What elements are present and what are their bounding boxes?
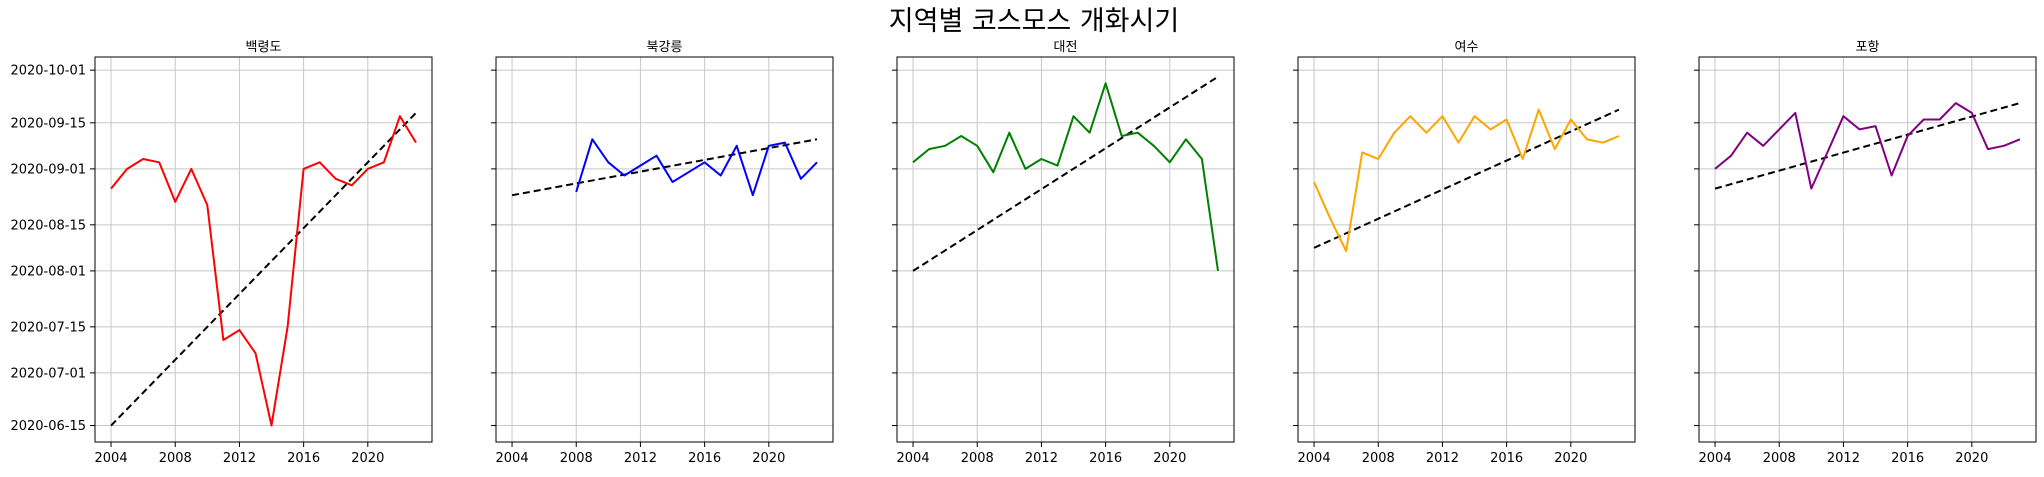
plot-frame	[1297, 56, 1636, 443]
trend-line	[912, 75, 1219, 272]
subplot-1: 2004 2008 2012 2016 2020 2020-06-15 2020-07-01…	[10, 40, 433, 466]
subplot-3: 2004 2008 2012 2016 2020 대전	[892, 40, 1235, 466]
series-line	[110, 115, 417, 427]
subplot-4: 2004 2008 2012 2016 2020 여수	[1293, 40, 1636, 466]
trend-line	[1313, 108, 1620, 249]
x-tick-label: 2008	[1362, 451, 1395, 466]
y-tick-label: 2020-06-15	[10, 419, 86, 434]
x-tick-label: 2012	[1827, 451, 1860, 466]
y-tick-label: 2020-09-15	[10, 116, 86, 131]
x-tick-label: 2008	[1763, 451, 1796, 466]
series-line	[575, 138, 818, 197]
y-tick-label: 2020-08-15	[10, 218, 86, 233]
plot-frame	[896, 56, 1235, 443]
x-tick-label: 2016	[1490, 451, 1523, 466]
x-tick-label: 2016	[688, 451, 721, 466]
subplot-title: 여수	[1455, 40, 1479, 55]
x-tick-label: 2016	[287, 451, 320, 466]
series-line	[1714, 102, 2021, 190]
x-tick-label: 2004	[496, 451, 529, 466]
trend-line	[110, 112, 417, 427]
plot-frame	[495, 56, 834, 443]
x-tick-label: 2008	[560, 451, 593, 466]
x-tick-label: 2004	[95, 451, 128, 466]
chart-title: 지역별 코스모스 개화시기	[889, 6, 1179, 37]
x-tick-label: 2016	[1891, 451, 1924, 466]
x-tick-label: 2020	[1153, 451, 1186, 466]
y-tick-label: 2020-07-15	[10, 320, 86, 335]
y-tick-label: 2020-09-01	[10, 162, 86, 177]
x-tick-label: 2004	[1699, 451, 1732, 466]
subplot-title: 북강릉	[647, 40, 683, 55]
y-tick-label: 2020-07-01	[10, 366, 86, 381]
subplot-title: 대전	[1054, 40, 1078, 55]
subplot-title: 포항	[1856, 40, 1880, 55]
subplot-5: 2004 2008 2012 2016 2020 포항	[1694, 40, 2037, 466]
x-tick-label: 2004	[1298, 451, 1331, 466]
x-tick-label: 2008	[961, 451, 994, 466]
x-tick-label: 2020	[752, 451, 785, 466]
subplot-title: 백령도	[246, 40, 282, 55]
chart-panels: 2004 2008 2012 2016 2020 2020-06-15 2020-07-01…	[10, 40, 2037, 466]
x-tick-label: 2008	[159, 451, 192, 466]
x-tick-label: 2012	[1426, 451, 1459, 466]
y-tick-label: 2020-10-01	[10, 64, 86, 79]
plot-frame	[1698, 56, 2037, 443]
y-tick-label: 2020-08-01	[10, 264, 86, 279]
x-tick-label: 2004	[897, 451, 930, 466]
x-tick-label: 2020	[1955, 451, 1988, 466]
trend-line	[1714, 102, 2021, 190]
x-tick-label: 2012	[1025, 451, 1058, 466]
x-tick-label: 2020	[351, 451, 384, 466]
plot-frame	[94, 56, 433, 443]
x-tick-label: 2012	[624, 451, 657, 466]
x-tick-label: 2012	[223, 451, 256, 466]
series-line	[912, 82, 1219, 272]
x-tick-label: 2020	[1554, 451, 1587, 466]
x-tick-label: 2016	[1089, 451, 1122, 466]
subplot-2: 2004 2008 2012 2016 2020 북강릉	[491, 40, 834, 466]
series-line	[1313, 108, 1620, 253]
